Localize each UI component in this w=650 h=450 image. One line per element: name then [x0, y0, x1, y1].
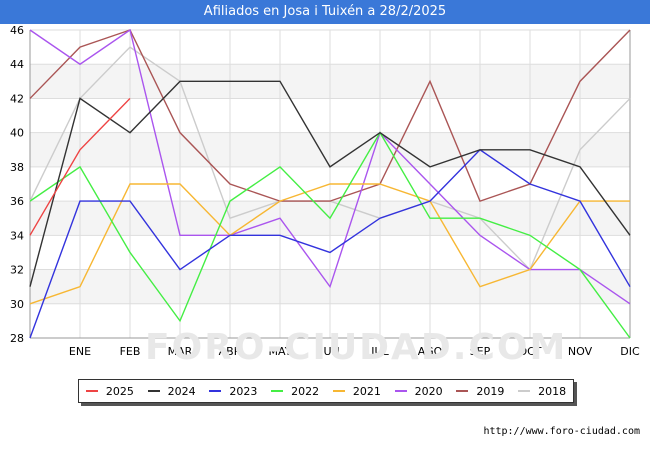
legend-label: 2019: [476, 384, 505, 398]
legend-item-2024: 2024: [147, 384, 196, 398]
x-tick-label: JUL: [370, 345, 389, 358]
series-line-2021: [29, 183, 630, 305]
y-tick-label: 36: [10, 195, 24, 208]
legend-item-2020: 2020: [394, 384, 443, 398]
x-tick-label: JUN: [319, 345, 340, 358]
legend-label: 2020: [414, 384, 443, 398]
series-line-2022: [29, 131, 631, 339]
x-tick-label: ENE: [69, 345, 91, 358]
legend-swatch: [518, 390, 531, 392]
legend-label: 2018: [538, 384, 567, 398]
watermark: FORO-CIUDAD.COM: [145, 327, 568, 368]
x-tick-label: OCT: [518, 345, 541, 358]
y-tick-label: 46: [10, 24, 24, 37]
legend-swatch: [332, 390, 345, 392]
legend-item-2022: 2022: [271, 385, 319, 398]
x-tick-label: NOV: [568, 345, 593, 358]
x-tick-label: MAR: [168, 345, 193, 358]
legend-label: 2023: [229, 384, 258, 398]
y-tick-label: 38: [10, 161, 24, 174]
x-tick-label: SEP: [470, 345, 491, 358]
legend-swatch: [456, 390, 469, 392]
x-tick-label: FEB: [120, 345, 141, 358]
legend-item-2025: 2025: [85, 384, 134, 398]
x-tick-label: MAY: [269, 345, 292, 358]
legend-label: 2021: [352, 384, 381, 398]
legend-label: 2024: [167, 384, 196, 398]
legend-item-2021: 2021: [332, 384, 381, 398]
legend-item-2023: 2023: [209, 385, 257, 398]
legend-swatch: [85, 390, 98, 392]
legend-label: 2022: [291, 384, 320, 398]
legend-label: 2025: [105, 384, 134, 398]
y-axis-labels: 28 30 32 34 36 38 40 42 44 46: [10, 24, 24, 345]
chart-title: Afiliados en Josa i Tuixén a 28/2/2025: [0, 0, 650, 24]
x-tick-label: AGO: [418, 345, 443, 358]
legend: 2025 2024 2023 2022 2021 2020 2019 2018: [78, 379, 574, 403]
legend-item-2019: 2019: [456, 385, 504, 398]
y-tick-label: 40: [10, 127, 24, 140]
series-line-2023: [29, 148, 631, 339]
legend-swatch: [394, 390, 407, 392]
x-tick-label: DIC: [620, 345, 640, 358]
x-tick-label: ABR: [219, 345, 242, 358]
y-tick-label: 28: [10, 332, 24, 345]
series-line-2025: [29, 97, 131, 236]
y-tick-label: 42: [10, 92, 24, 105]
legend-swatch: [271, 390, 284, 392]
footer-url: http://www.foro-ciudad.com: [483, 426, 640, 437]
legend-swatch: [147, 390, 160, 392]
series-line-2024: [29, 80, 631, 287]
y-tick-label: 30: [10, 298, 24, 311]
series-lines: [29, 28, 631, 339]
y-tick-label: 44: [10, 58, 24, 71]
y-tick-label: 32: [10, 264, 24, 277]
legend-swatch: [209, 390, 222, 392]
legend-item-2018: 2018: [518, 385, 566, 398]
x-axis-labels: ENE FEB MAR ABR MAY JUN JUL AGO SEP OCT NOV DIC: [69, 345, 640, 358]
y-tick-label: 34: [10, 229, 24, 242]
